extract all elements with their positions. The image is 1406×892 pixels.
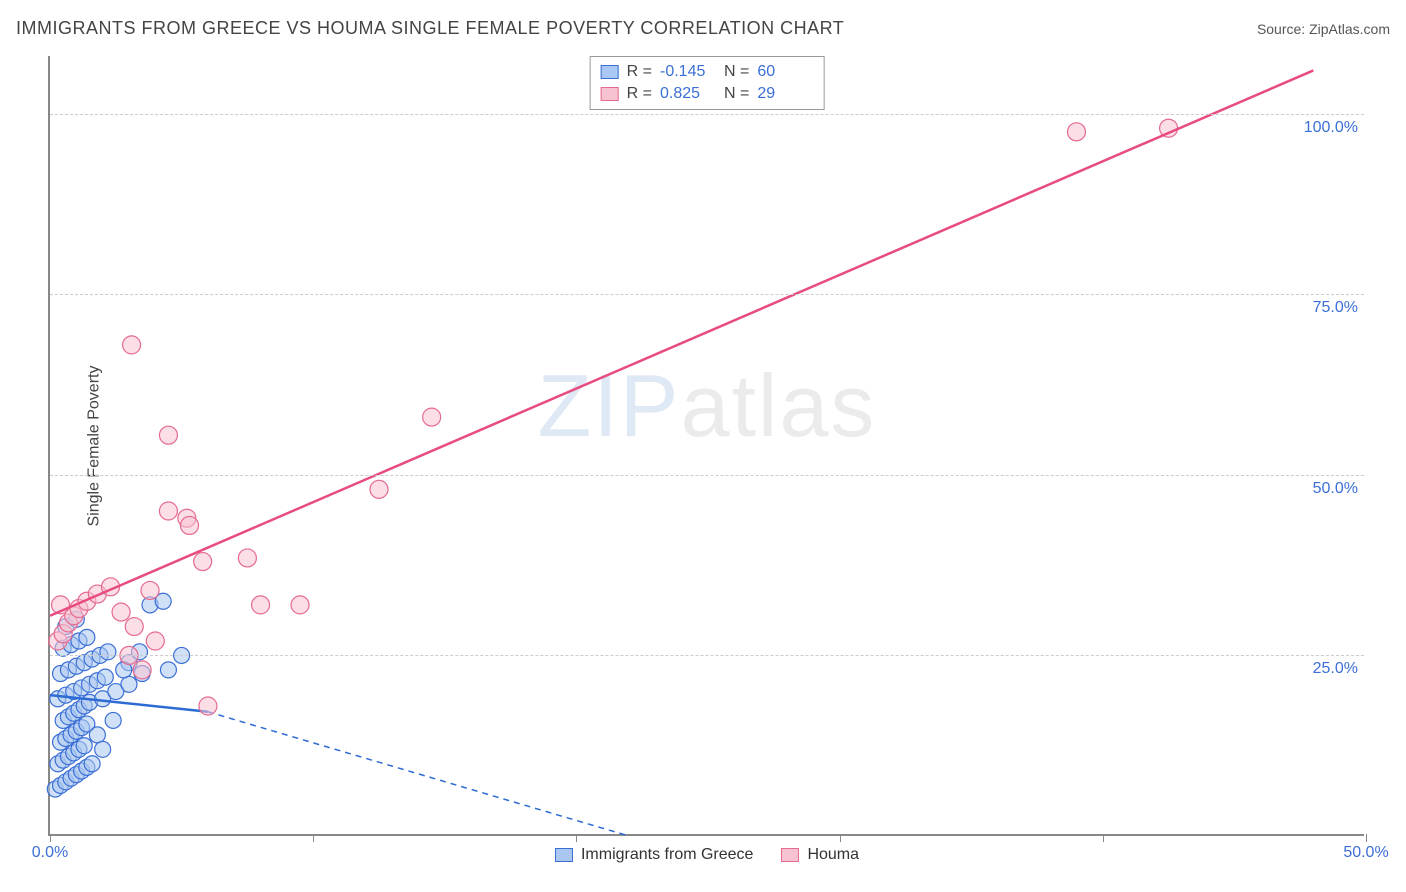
legend-row-greece: R = -0.145 N = 60 (601, 61, 814, 83)
scatter-point (105, 712, 121, 728)
scatter-point (370, 480, 388, 498)
x-tick (576, 834, 577, 842)
legend-label-houma: Houma (807, 846, 859, 864)
gridline-h (50, 655, 1364, 656)
trend-line-dashed (208, 712, 629, 836)
scatter-point (291, 596, 309, 614)
r-label: R = (627, 63, 652, 81)
scatter-point (89, 727, 105, 743)
scatter-point (95, 741, 111, 757)
x-tick (50, 834, 51, 842)
scatter-point (159, 502, 177, 520)
swatch-greece-bottom (555, 848, 573, 862)
scatter-point (423, 408, 441, 426)
legend-label-greece: Immigrants from Greece (581, 846, 753, 864)
scatter-point (180, 516, 198, 534)
trend-line (50, 70, 1313, 615)
plot-area: ZIPatlas R = -0.145 N = 60 R = 0.825 N =… (48, 56, 1364, 836)
chart-source: Source: ZipAtlas.com (1257, 21, 1390, 37)
scatter-point (125, 618, 143, 636)
scatter-point (133, 661, 151, 679)
swatch-greece (601, 65, 619, 79)
n-value-houma: 29 (757, 85, 813, 103)
gridline-h (50, 114, 1364, 115)
swatch-houma (601, 87, 619, 101)
scatter-point (112, 603, 130, 621)
legend-series: Immigrants from Greece Houma (555, 846, 859, 864)
legend-item-houma: Houma (781, 846, 859, 864)
scatter-point (160, 662, 176, 678)
n-label: N = (724, 85, 749, 103)
gridline-h (50, 294, 1364, 295)
x-tick (1366, 834, 1367, 842)
legend-item-greece: Immigrants from Greece (555, 846, 753, 864)
y-tick-label: 100.0% (1304, 119, 1358, 137)
scatter-point (146, 632, 164, 650)
y-tick-label: 50.0% (1313, 480, 1358, 498)
scatter-point (252, 596, 270, 614)
legend-row-houma: R = 0.825 N = 29 (601, 83, 814, 105)
chart-title: IMMIGRANTS FROM GREECE VS HOUMA SINGLE F… (16, 18, 844, 39)
x-tick-label: 50.0% (1343, 844, 1388, 862)
scatter-point (123, 336, 141, 354)
scatter-point (194, 553, 212, 571)
r-value-greece: -0.145 (660, 63, 716, 81)
scatter-point (121, 676, 137, 692)
scatter-point (141, 581, 159, 599)
chart-header: IMMIGRANTS FROM GREECE VS HOUMA SINGLE F… (16, 18, 1390, 39)
r-label: R = (627, 85, 652, 103)
scatter-point (100, 644, 116, 660)
source-label: Source: (1257, 21, 1309, 37)
gridline-h (50, 475, 1364, 476)
r-value-houma: 0.825 (660, 85, 716, 103)
y-tick-label: 75.0% (1313, 299, 1358, 317)
legend-correlation: R = -0.145 N = 60 R = 0.825 N = 29 (590, 56, 825, 110)
scatter-point (79, 629, 95, 645)
y-tick-label: 25.0% (1313, 660, 1358, 678)
swatch-houma-bottom (781, 848, 799, 862)
x-tick-label: 0.0% (32, 844, 68, 862)
n-label: N = (724, 63, 749, 81)
x-tick (840, 834, 841, 842)
scatter-point (84, 756, 100, 772)
scatter-point (238, 549, 256, 567)
scatter-point (199, 697, 217, 715)
scatter-point (1067, 123, 1085, 141)
chart-svg (50, 56, 1366, 836)
source-value: ZipAtlas.com (1309, 21, 1390, 37)
n-value-greece: 60 (757, 63, 813, 81)
scatter-point (97, 669, 113, 685)
x-tick (1103, 834, 1104, 842)
x-tick (313, 834, 314, 842)
scatter-point (159, 426, 177, 444)
scatter-point (76, 738, 92, 754)
